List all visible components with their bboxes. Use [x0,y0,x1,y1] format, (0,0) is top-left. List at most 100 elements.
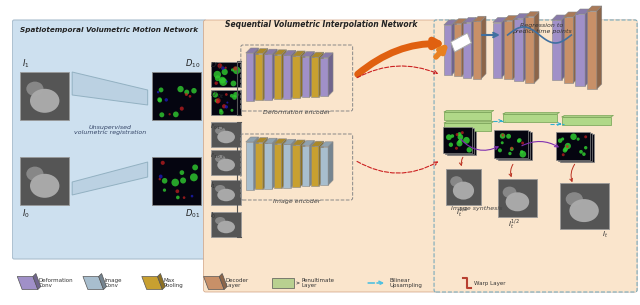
Polygon shape [300,51,305,98]
Ellipse shape [233,66,237,70]
Text: $I_t^{1/2}$: $I_t^{1/2}$ [508,218,520,232]
Polygon shape [274,139,287,144]
Polygon shape [292,145,300,187]
Polygon shape [255,138,268,143]
Ellipse shape [450,176,463,187]
Polygon shape [72,162,148,195]
Ellipse shape [173,112,179,117]
Polygon shape [320,58,328,96]
Polygon shape [246,137,259,142]
Ellipse shape [558,138,563,143]
Polygon shape [283,50,296,56]
Polygon shape [272,138,277,189]
Ellipse shape [566,192,583,206]
Ellipse shape [176,196,180,199]
Ellipse shape [455,147,458,150]
Polygon shape [319,141,324,186]
Ellipse shape [508,152,511,155]
Polygon shape [443,127,472,153]
Polygon shape [142,277,163,289]
Ellipse shape [458,140,461,143]
Ellipse shape [232,95,237,100]
Text: Image encoder: Image encoder [273,199,321,204]
Ellipse shape [214,81,218,85]
Ellipse shape [226,81,228,83]
Ellipse shape [222,104,226,108]
FancyBboxPatch shape [498,179,537,217]
Polygon shape [444,110,494,112]
Polygon shape [33,274,41,289]
Ellipse shape [180,170,184,175]
Text: Image synthesis: Image synthesis [451,206,502,211]
Ellipse shape [561,137,564,141]
Ellipse shape [26,82,44,96]
Polygon shape [310,141,314,186]
Ellipse shape [215,75,221,81]
Text: $D'_{0t}$: $D'_{0t}$ [211,90,225,101]
Polygon shape [494,130,528,158]
Ellipse shape [500,133,506,139]
Polygon shape [573,12,578,83]
Polygon shape [504,16,517,20]
Polygon shape [328,53,333,96]
Polygon shape [473,21,481,79]
Text: $I'_{01\_t}$: $I'_{01\_t}$ [211,122,226,132]
Ellipse shape [230,94,234,98]
Ellipse shape [220,78,227,86]
Polygon shape [301,57,310,97]
FancyBboxPatch shape [272,278,294,288]
Polygon shape [264,54,272,100]
Ellipse shape [219,77,226,84]
Ellipse shape [164,98,168,102]
Polygon shape [292,140,305,145]
FancyBboxPatch shape [434,20,637,292]
Polygon shape [264,138,277,143]
Ellipse shape [461,131,464,134]
Polygon shape [328,142,333,185]
Polygon shape [502,114,557,122]
Ellipse shape [185,93,188,96]
Ellipse shape [218,159,235,171]
FancyBboxPatch shape [20,157,69,205]
Ellipse shape [159,174,163,178]
Polygon shape [575,14,585,86]
Polygon shape [493,17,507,23]
FancyBboxPatch shape [152,157,200,205]
Ellipse shape [463,137,470,144]
Ellipse shape [221,66,225,70]
Polygon shape [515,14,528,19]
Text: Sequential Volumetric Interpolation Network: Sequential Volumetric Interpolation Netw… [225,20,417,29]
FancyBboxPatch shape [211,150,241,175]
Ellipse shape [459,138,463,142]
Polygon shape [292,51,305,56]
Ellipse shape [506,134,511,139]
Polygon shape [461,19,467,76]
Ellipse shape [159,88,163,92]
Polygon shape [444,25,452,75]
Polygon shape [597,6,602,89]
Polygon shape [585,9,590,86]
Polygon shape [463,23,471,77]
Polygon shape [320,147,328,185]
Polygon shape [255,143,263,189]
Ellipse shape [458,132,461,136]
Ellipse shape [227,102,228,104]
Text: Warp Layer: Warp Layer [474,281,506,285]
Polygon shape [283,144,291,188]
Ellipse shape [190,173,198,181]
Polygon shape [502,17,507,77]
Polygon shape [513,16,517,79]
Polygon shape [204,277,224,289]
Ellipse shape [183,196,186,199]
Ellipse shape [563,148,567,152]
Polygon shape [444,20,456,25]
Ellipse shape [584,146,588,149]
Ellipse shape [212,92,218,98]
Ellipse shape [520,151,526,158]
Ellipse shape [225,105,228,109]
Text: Image
Conv: Image Conv [104,278,122,289]
Ellipse shape [502,187,516,198]
Ellipse shape [216,98,221,103]
Text: Unsupervised
volumetric registration: Unsupervised volumetric registration [74,125,147,135]
Polygon shape [274,55,282,99]
